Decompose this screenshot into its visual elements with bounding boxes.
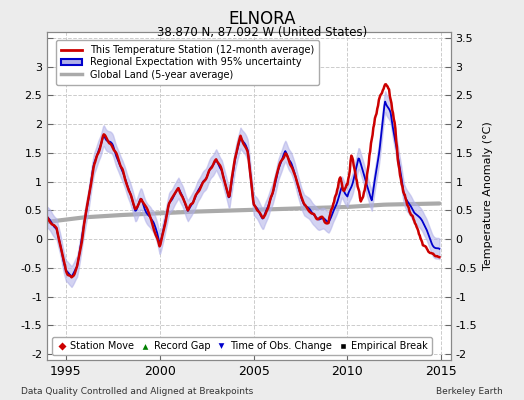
Text: 38.870 N, 87.092 W (United States): 38.870 N, 87.092 W (United States)	[157, 26, 367, 39]
Text: Data Quality Controlled and Aligned at Breakpoints: Data Quality Controlled and Aligned at B…	[21, 387, 253, 396]
Legend: Station Move, Record Gap, Time of Obs. Change, Empirical Break: Station Move, Record Gap, Time of Obs. C…	[52, 337, 432, 355]
Y-axis label: Temperature Anomaly (°C): Temperature Anomaly (°C)	[483, 122, 493, 270]
Text: ELNORA: ELNORA	[228, 10, 296, 28]
Text: Berkeley Earth: Berkeley Earth	[436, 387, 503, 396]
